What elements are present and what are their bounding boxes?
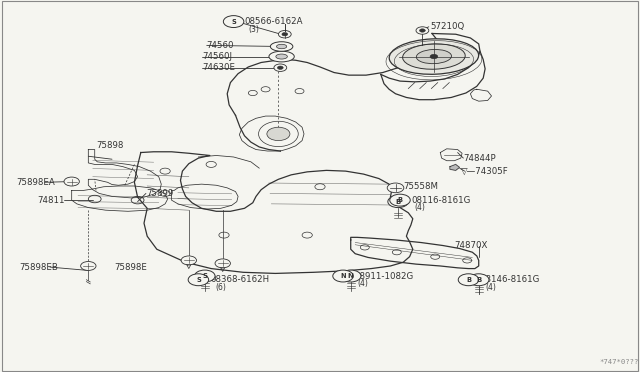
Circle shape (215, 259, 230, 268)
Circle shape (267, 127, 290, 141)
Circle shape (195, 270, 215, 282)
Text: 75898: 75898 (96, 141, 124, 150)
Text: B: B (397, 197, 403, 203)
Circle shape (333, 270, 353, 282)
Circle shape (390, 194, 410, 206)
Text: 57210Q: 57210Q (430, 22, 465, 31)
Text: (4): (4) (485, 283, 496, 292)
Text: 08146-8161G: 08146-8161G (480, 275, 540, 284)
Circle shape (64, 177, 79, 186)
Text: 08911-1082G: 08911-1082G (354, 272, 413, 280)
Circle shape (278, 66, 284, 69)
Ellipse shape (276, 44, 287, 49)
Text: 74811: 74811 (37, 196, 65, 205)
Circle shape (430, 54, 438, 59)
Circle shape (278, 31, 291, 38)
Ellipse shape (389, 39, 479, 74)
Text: 74844P: 74844P (463, 154, 496, 163)
Text: 75898EB: 75898EB (19, 263, 58, 272)
Text: 74560J: 74560J (202, 52, 232, 61)
Text: S: S (196, 277, 201, 283)
Text: 74560: 74560 (207, 41, 234, 50)
Text: 75899: 75899 (146, 189, 173, 198)
Text: 08566-6162A: 08566-6162A (244, 17, 303, 26)
Polygon shape (450, 164, 460, 170)
Circle shape (416, 27, 429, 34)
Text: *747*0???: *747*0??? (599, 359, 639, 365)
Text: 75898EA: 75898EA (16, 178, 55, 187)
Text: B: B (466, 277, 471, 283)
Circle shape (274, 64, 287, 71)
Circle shape (282, 32, 288, 36)
Text: B: B (476, 277, 481, 283)
Text: 74870X: 74870X (454, 241, 488, 250)
Text: 08368-6162H: 08368-6162H (210, 275, 269, 284)
Text: S: S (202, 273, 207, 279)
Circle shape (188, 274, 209, 286)
Text: 08116-8161G: 08116-8161G (411, 196, 470, 205)
Circle shape (387, 183, 404, 193)
Text: B: B (396, 199, 401, 205)
Circle shape (181, 256, 196, 265)
Ellipse shape (270, 42, 293, 51)
Ellipse shape (403, 44, 465, 69)
Circle shape (340, 270, 361, 282)
Text: 75558M: 75558M (403, 182, 438, 191)
Ellipse shape (269, 51, 294, 62)
Text: N: N (340, 273, 346, 279)
Text: (6): (6) (215, 283, 226, 292)
Text: 74630E: 74630E (202, 63, 236, 72)
Circle shape (223, 16, 244, 28)
Text: 75898E: 75898E (114, 263, 147, 272)
Text: ▽—74305F: ▽—74305F (461, 167, 509, 176)
Circle shape (458, 274, 479, 286)
Ellipse shape (417, 49, 451, 64)
Ellipse shape (276, 54, 287, 59)
Text: (4): (4) (415, 203, 426, 212)
Circle shape (420, 29, 426, 32)
Text: S: S (231, 19, 236, 25)
Text: (4): (4) (357, 279, 368, 288)
Text: (3): (3) (248, 25, 259, 33)
Circle shape (468, 274, 489, 286)
Circle shape (81, 262, 96, 270)
Text: N: N (348, 273, 354, 279)
Circle shape (388, 196, 408, 208)
